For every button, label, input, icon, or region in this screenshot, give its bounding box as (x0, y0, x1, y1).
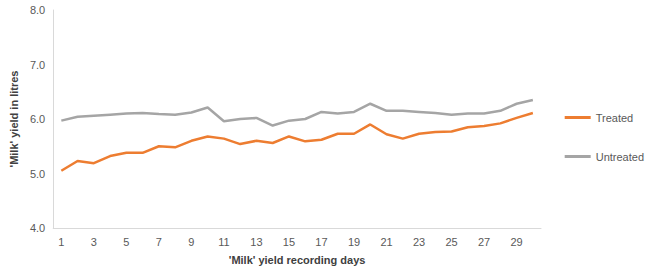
svg-text:5: 5 (123, 236, 129, 248)
svg-text:27: 27 (478, 236, 490, 248)
svg-text:13: 13 (250, 236, 262, 248)
svg-text:19: 19 (348, 236, 360, 248)
svg-text:3: 3 (91, 236, 97, 248)
svg-text:8.0: 8.0 (30, 4, 45, 16)
svg-text:7.0: 7.0 (30, 59, 45, 71)
svg-text:6.0: 6.0 (30, 113, 45, 125)
svg-text:7: 7 (156, 236, 162, 248)
svg-text:'Milk' yield in litres: 'Milk' yield in litres (8, 71, 20, 168)
svg-text:21: 21 (380, 236, 392, 248)
svg-text:Treated: Treated (596, 112, 634, 124)
svg-text:11: 11 (218, 236, 229, 248)
svg-text:4.0: 4.0 (30, 222, 45, 234)
svg-text:25: 25 (445, 236, 457, 248)
svg-text:29: 29 (510, 236, 522, 248)
svg-text:23: 23 (413, 236, 425, 248)
svg-text:'Milk' yield recording days: 'Milk' yield recording days (229, 254, 366, 266)
svg-text:Untreated: Untreated (596, 151, 644, 163)
svg-text:17: 17 (315, 236, 327, 248)
svg-text:9: 9 (188, 236, 194, 248)
svg-text:1: 1 (58, 236, 64, 248)
svg-text:15: 15 (283, 236, 295, 248)
svg-text:5.0: 5.0 (30, 168, 45, 180)
